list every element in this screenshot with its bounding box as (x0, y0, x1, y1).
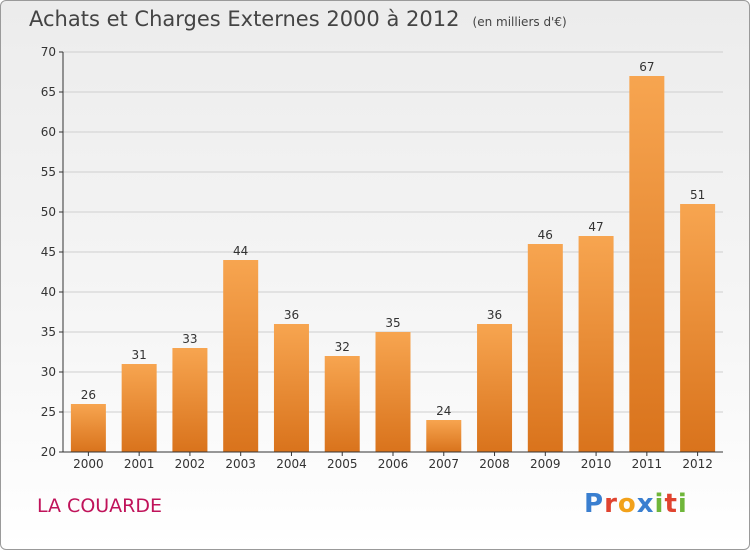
bar (223, 260, 259, 452)
logo-letter: o (617, 489, 637, 519)
logo-letter: t (664, 489, 678, 519)
bar-value-label: 26 (81, 388, 96, 402)
logo-letter: r (604, 489, 618, 519)
bar (629, 76, 665, 452)
bar-value-label: 51 (690, 188, 705, 202)
bar (477, 324, 513, 452)
x-tick-label: 2009 (530, 457, 561, 471)
x-tick-label: 2012 (682, 457, 713, 471)
y-tick-label: 70 (41, 45, 56, 59)
y-tick-label: 30 (41, 365, 56, 379)
bar (172, 348, 208, 452)
bar (70, 404, 106, 452)
bar-value-label: 35 (385, 316, 400, 330)
bar (527, 244, 563, 452)
unit-note: (en milliers d'€) (472, 15, 567, 29)
bar-value-label: 31 (132, 348, 147, 362)
bar (375, 332, 411, 452)
bar-value-label: 32 (335, 340, 350, 354)
logo-letter: x (636, 489, 655, 519)
logo-letter: i (654, 489, 665, 519)
x-tick-label: 2011 (632, 457, 663, 471)
bar (324, 356, 360, 452)
bar-value-label: 44 (233, 244, 248, 258)
y-tick-label: 40 (41, 285, 56, 299)
bar (426, 420, 462, 452)
y-tick-label: 25 (41, 405, 56, 419)
y-tick-label: 60 (41, 125, 56, 139)
y-tick-label: 45 (41, 245, 56, 259)
bar-value-label: 36 (284, 308, 299, 322)
x-tick-label: 2006 (378, 457, 409, 471)
commune-name: LA COUARDE (37, 495, 163, 517)
bar-value-label: 47 (588, 220, 603, 234)
chart-title: Achats et Charges Externes 2000 à 2012 (… (29, 7, 567, 31)
bar-value-label: 24 (436, 404, 451, 418)
x-tick-label: 2000 (73, 457, 104, 471)
x-tick-label: 2001 (124, 457, 155, 471)
bar-value-label: 67 (639, 60, 654, 74)
proxiti-logo: Proxiti (584, 489, 688, 519)
title-text: Achats et Charges Externes 2000 à 2012 (29, 7, 460, 31)
x-tick-label: 2002 (175, 457, 206, 471)
logo-letter: P (584, 489, 605, 519)
bar (578, 236, 614, 452)
y-tick-label: 35 (41, 325, 56, 339)
x-tick-label: 2007 (428, 457, 459, 471)
x-tick-label: 2005 (327, 457, 358, 471)
logo-letter: i (677, 489, 688, 519)
x-tick-label: 2008 (479, 457, 510, 471)
y-tick-label: 20 (41, 445, 56, 459)
bar-value-label: 46 (538, 228, 553, 242)
bar (680, 204, 716, 452)
x-tick-label: 2004 (276, 457, 307, 471)
bar (121, 364, 157, 452)
y-tick-label: 50 (41, 205, 56, 219)
y-tick-label: 65 (41, 85, 56, 99)
bar (273, 324, 309, 452)
y-tick-label: 55 (41, 165, 56, 179)
bar-value-label: 33 (182, 332, 197, 346)
bar-value-label: 36 (487, 308, 502, 322)
x-tick-label: 2010 (581, 457, 612, 471)
x-tick-label: 2003 (225, 457, 256, 471)
